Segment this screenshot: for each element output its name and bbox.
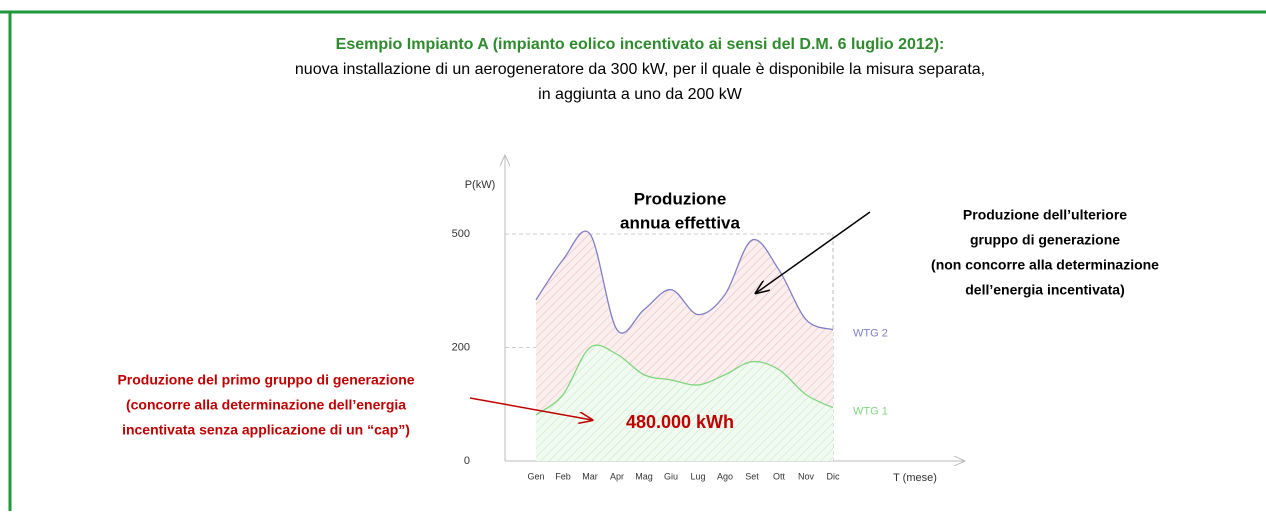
x-tick-label: Mar: [582, 471, 598, 481]
x-tick-label: Mag: [635, 471, 653, 481]
series-line: [535, 344, 834, 416]
annotation: dell’energia incentivata): [965, 282, 1125, 298]
annotation: gruppo di generazione: [970, 232, 1120, 248]
legend-label: WTG 1: [853, 406, 888, 418]
x-tick-label: Lug: [690, 471, 705, 481]
x-tick-label: Dic: [827, 471, 840, 481]
y-axis-label: P(kW): [465, 179, 496, 191]
arrow: [469, 397, 592, 420]
header-line: in aggiunta a uno da 200 kW: [538, 86, 743, 103]
area-fill: [536, 345, 833, 461]
legend-label: WTG 2: [853, 328, 888, 340]
x-tick-label: Feb: [555, 471, 571, 481]
x-tick-label: Ott: [773, 471, 786, 481]
chart-title: Produzione: [634, 189, 727, 208]
series-line: [535, 230, 834, 334]
header-line: nuova installazione di un aerogeneratore…: [295, 61, 985, 78]
x-tick-label: Giu: [664, 471, 678, 481]
header-title: Esempio Impianto A (impianto eolico ince…: [336, 36, 945, 53]
chart-title: annua effettiva: [620, 213, 741, 232]
annotation: (non concorre alla determinazione: [931, 257, 1159, 273]
y-tick-label: 500: [452, 228, 470, 240]
annotation: incentivata senza applicazione di un “ca…: [122, 422, 410, 438]
y-tick-label: 0: [464, 455, 470, 467]
x-tick-label: Nov: [798, 471, 815, 481]
x-tick-label: Apr: [610, 471, 624, 481]
annotation: Produzione dell’ulteriore: [963, 207, 1127, 223]
annotation: (concorre alla determinazione dell’energ…: [126, 397, 406, 413]
x-tick-label: Gen: [527, 471, 544, 481]
annotation: Produzione del primo gruppo di generazio…: [117, 372, 414, 388]
arrow: [756, 211, 871, 293]
value-label: 480.000 kWh: [626, 412, 734, 432]
x-axis-label: T (mese): [893, 472, 937, 484]
y-tick-label: 200: [452, 341, 470, 353]
x-tick-label: Ago: [717, 471, 733, 481]
x-tick-label: Set: [745, 471, 759, 481]
